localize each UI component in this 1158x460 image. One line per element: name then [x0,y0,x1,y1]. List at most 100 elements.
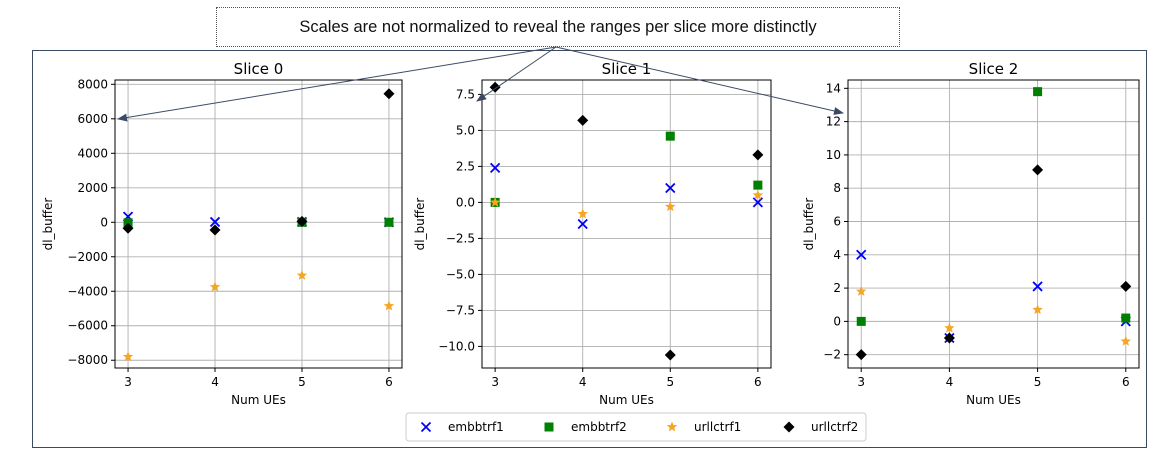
chart-panel-1: −10.0 −7.5 −5.0 −2.5 0.0 2.5 5.0 7.5 3 4 5 6 Slice 1… [413,60,772,407]
y-tick-label: −2 [823,348,841,362]
legend-label-urllctrf2: urllctrf2 [811,420,858,434]
legend-marker-embbtrf1 [420,421,432,433]
data-point-embbtrf2 [1121,313,1131,323]
data-point-embbtrf1 [577,218,588,230]
data-point-urllctrf1 [1120,335,1131,346]
data-point-urllctrf1 [665,201,676,212]
panel-title: Slice 2 [969,60,1019,78]
data-point-embbtrf1-stroke-b [577,218,588,230]
data-point-urllctrf1 [752,189,764,200]
x-tick-label: 4 [211,375,219,389]
y-tick-label: −8000 [67,353,108,367]
data-point-embbtrf1 [209,216,221,228]
x-tick-label: 3 [124,375,132,389]
data-point-urllctrf2 [122,222,134,234]
annotation-text: Scales are not normalized to reveal the … [299,17,817,36]
legend-label-embbtrf1: embbtrf1 [448,420,504,434]
axes-frame [481,79,772,369]
y-tick-label: −5.0 [446,267,475,281]
x-axis-label: Num UEs [966,393,1021,407]
chart-panel-0: −8000 −6000 −4000 −2000 0 2000 4000 6000 8000 3 4 5… [41,60,403,407]
y-tick-label: 0.0 [456,195,475,209]
data-point-embbtrf1 [489,162,501,173]
y-tick-label: 6000 [77,112,108,126]
data-point-urllctrf2 [664,349,676,361]
y-tick-label: 5.0 [456,123,475,137]
data-point-urllctrf1 [577,208,588,219]
y-axis-label: dl_buffer [41,198,55,251]
data-point-urllctrf1 [489,196,501,207]
data-point-urllctrf2 [296,215,308,227]
chart-panels: −8000 −6000 −4000 −2000 0 2000 4000 6000 8000 3 4 5… [41,60,1140,407]
y-tick-label: 0 [100,215,108,229]
y-tick-label: 12 [826,115,841,129]
data-point-urllctrf2 [855,349,867,361]
data-point-urllctrf2 [1120,280,1132,292]
legend-label-embbtrf2: embbtrf2 [571,420,627,434]
data-point-urllctrf2 [943,332,955,344]
data-point-embbtrf2 [665,131,675,141]
legend-marker-embbtrf2 [544,422,554,432]
y-tick-label: −7.5 [446,303,475,317]
panel-title: Slice 1 [602,60,652,78]
y-tick-label: −4000 [67,284,108,298]
y-tick-label: 2 [833,281,841,295]
legend: embbtrf1 embbtrf2 urllctrf1 urllctrf2 [405,412,867,442]
x-tick-label: 5 [666,375,674,389]
data-point-embbtrf2 [1033,87,1043,97]
data-point-urllctrf2 [209,224,221,236]
data-point-urllctrf2 [1032,164,1044,176]
x-tick-label: 5 [1034,375,1042,389]
data-point-urllctrf1 [122,351,134,362]
data-point-embbtrf2 [856,316,866,326]
panel-title: Slice 0 [234,60,284,78]
y-tick-label: 0 [833,314,841,328]
plot-area [848,80,1139,368]
x-tick-label: 6 [385,375,393,389]
x-tick-label: 4 [946,375,954,389]
x-axis-label: Num UEs [231,393,286,407]
data-point-urllctrf1 [1032,304,1043,315]
data-point-urllctrf1 [209,281,221,292]
y-tick-label: 2.5 [456,159,475,173]
y-tick-label: 14 [826,81,841,95]
x-tick-label: 3 [857,375,865,389]
data-point-embbtrf1 [665,182,676,194]
data-point-urllctrf2 [383,88,395,100]
y-axis-label: dl_buffer [802,198,816,251]
y-axis-label: dl_buffer [413,198,427,251]
x-tick-label: 6 [1122,375,1130,389]
y-tick-label: 4000 [77,146,108,160]
data-point-embbtrf2 [123,218,133,228]
annotation-arrow [555,46,844,115]
y-tick-label: −10.0 [438,339,475,353]
data-point-embbtrf2 [384,217,394,227]
y-tick-label: 2000 [77,181,108,195]
data-point-urllctrf1 [944,322,955,333]
y-tick-label: −2000 [67,250,108,264]
y-tick-label: 6 [833,215,841,229]
annotation-arrow [117,46,557,122]
y-tick-label: −6000 [67,319,108,333]
annotation-arrow [476,46,557,102]
legend-marker-urllctrf2 [783,421,795,433]
data-point-embbtrf1 [1032,281,1043,292]
x-tick-label: 6 [754,375,762,389]
data-point-embbtrf1-stroke-b [209,216,221,228]
legend-marker-embbtrf1-stroke-b [420,421,432,433]
y-tick-label: 4 [833,248,841,262]
data-point-embbtrf1 [856,249,867,260]
data-point-embbtrf1-stroke-b [1032,281,1043,292]
x-tick-label: 4 [579,375,587,389]
y-tick-label: 10 [826,148,841,162]
data-point-urllctrf2 [752,149,764,161]
annotation-box: Scales are not normalized to reveal the … [216,7,900,47]
data-point-embbtrf1-stroke-b [489,162,501,173]
data-point-urllctrf1 [856,285,867,296]
x-tick-label: 3 [491,375,499,389]
axes-frame [847,79,1140,369]
y-tick-label: 8 [833,181,841,195]
x-axis-label: Num UEs [599,393,654,407]
legend-marker-urllctrf1 [666,421,678,432]
data-point-urllctrf1 [383,300,395,311]
